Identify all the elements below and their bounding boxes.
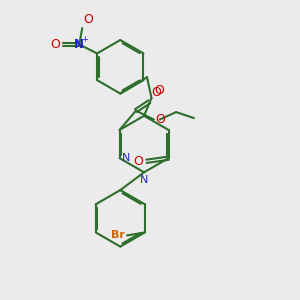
- Text: O: O: [154, 83, 164, 97]
- Text: Br: Br: [111, 230, 124, 241]
- Text: +: +: [81, 34, 88, 43]
- Text: O: O: [155, 113, 165, 126]
- Text: O: O: [84, 13, 94, 26]
- Text: N: N: [74, 38, 84, 51]
- Text: O: O: [133, 155, 143, 168]
- Text: N: N: [122, 153, 130, 163]
- Text: O: O: [50, 38, 60, 51]
- Text: O: O: [151, 86, 161, 99]
- Text: N: N: [140, 175, 148, 185]
- Text: -: -: [87, 16, 90, 27]
